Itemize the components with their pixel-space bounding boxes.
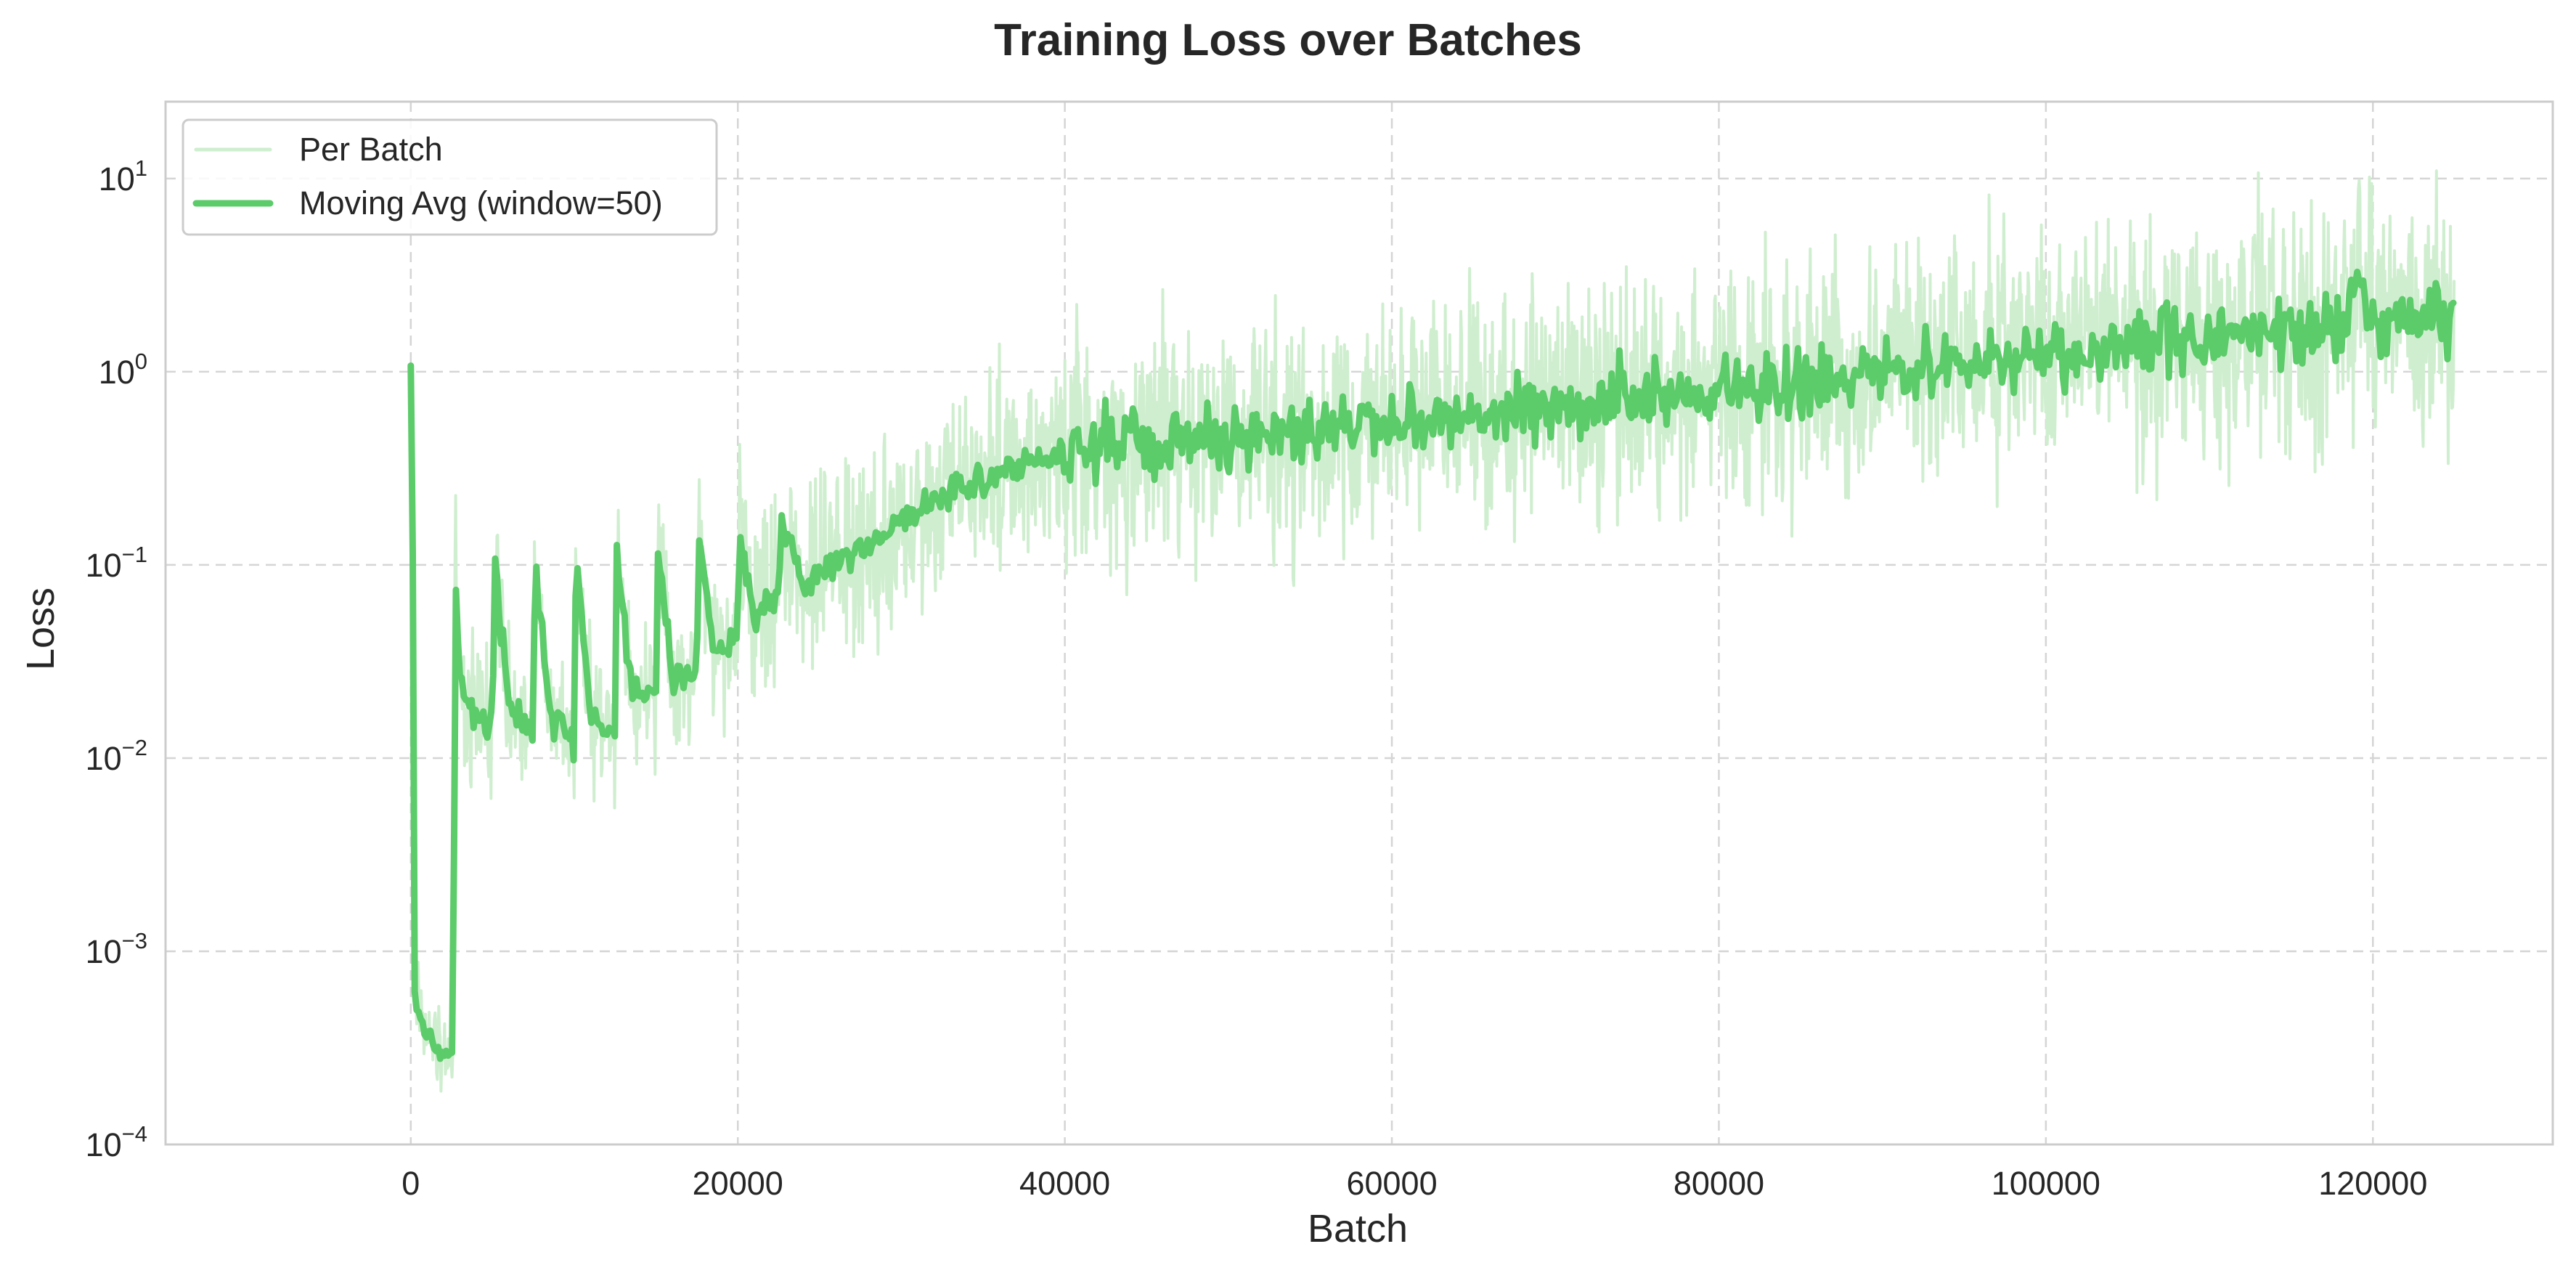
y-tick-label: 10−3 — [86, 928, 147, 970]
y-axis-ticks: 10−4 10−3 10−2 10−1 100 101 — [86, 155, 147, 1163]
x-tick-label: 20000 — [693, 1165, 783, 1202]
legend: Per Batch Moving Avg (window=50) — [182, 118, 718, 236]
series-line-moving-avg — [407, 268, 2457, 1062]
x-axis-label: Batch — [1308, 1207, 1408, 1250]
y-tick-label: 100 — [99, 349, 147, 391]
x-tick-label: 60000 — [1346, 1165, 1437, 1202]
y-tick-label: 10−2 — [86, 735, 147, 777]
x-tick-label: 40000 — [1019, 1165, 1110, 1202]
y-tick-label: 10−1 — [86, 542, 147, 584]
chart-title: Training Loss over Batches — [994, 15, 1582, 65]
x-tick-label: 120000 — [2318, 1165, 2427, 1202]
x-tick-label: 100000 — [1992, 1165, 2100, 1202]
y-tick-label: 10−4 — [86, 1121, 147, 1163]
y-tick-label: 101 — [99, 155, 147, 198]
y-axis-label: Loss — [19, 587, 62, 670]
x-tick-label: 80000 — [1674, 1165, 1764, 1202]
legend-label-per-batch: Per Batch — [299, 131, 443, 168]
x-axis-ticks: 0 20000 40000 60000 80000 100000 120000 — [402, 1165, 2427, 1202]
series-group — [407, 169, 2457, 1093]
x-tick-label: 0 — [402, 1165, 420, 1202]
legend-label-moving-avg: Moving Avg (window=50) — [299, 184, 663, 221]
plot-frame — [164, 100, 2554, 1146]
legend-box — [182, 118, 718, 236]
